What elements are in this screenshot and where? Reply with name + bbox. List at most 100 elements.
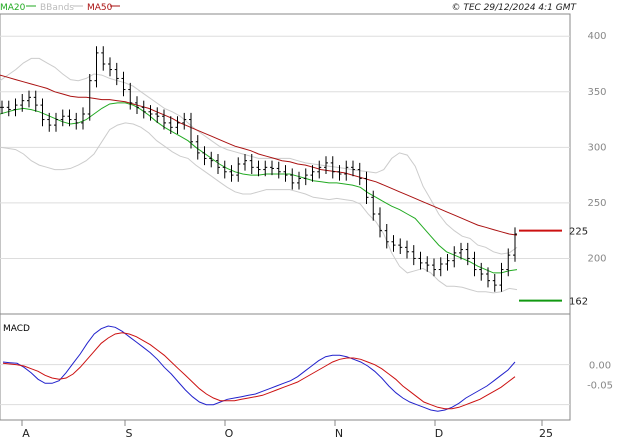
ohlc-bar	[351, 160, 355, 177]
ohlc-bar	[405, 240, 409, 259]
ohlc-bar	[472, 251, 477, 277]
ohlc-bar	[432, 258, 436, 277]
ohlc-bar	[222, 160, 227, 179]
macd-line-signal	[2, 332, 516, 410]
ohlc-bar	[101, 46, 106, 71]
ohlc-bar	[371, 190, 376, 221]
ohlc-bar	[297, 171, 301, 190]
ohlc-bar	[74, 112, 79, 130]
legend-bbands: BBands	[40, 3, 74, 13]
ohlc-bar	[168, 116, 173, 134]
series-line-ma50	[0, 74, 518, 236]
ohlc-bar	[452, 246, 457, 268]
ohlc-bar	[324, 156, 328, 174]
ohlc-bar	[243, 154, 247, 171]
ohlc-bar	[330, 156, 335, 179]
ohlc-bar	[135, 96, 139, 114]
ohlc-bar	[182, 112, 187, 130]
price-grid	[0, 35, 570, 259]
ohlc-bar	[425, 256, 430, 272]
macd-panel-frame	[0, 313, 571, 421]
ohlc-bar	[438, 257, 443, 277]
ohlc-bar	[162, 109, 166, 130]
ohlc-bar	[67, 109, 72, 127]
price-y-tick-label: 350	[587, 87, 606, 98]
price-y-tick-label: 200	[587, 253, 606, 264]
legend-ma50: MA50	[87, 3, 113, 13]
ohlc-bar	[290, 168, 295, 190]
price-y-tick-label: 300	[587, 142, 606, 153]
ohlc-bar	[189, 112, 193, 149]
ohlc-bar	[513, 227, 517, 262]
ohlc-bar	[486, 267, 490, 288]
ohlc-bar	[364, 171, 369, 204]
ohlc-bar	[229, 165, 234, 182]
ohlc-bar	[303, 168, 308, 186]
level-marker-label: 225	[569, 227, 588, 238]
ohlc-bar	[384, 224, 389, 249]
ohlc-bar	[155, 107, 160, 123]
ohlc-bar	[195, 135, 200, 160]
ohlc-bar	[33, 90, 38, 112]
ohlc-bar	[411, 245, 416, 266]
macd-line-macd	[2, 325, 516, 412]
ohlc-bar	[216, 154, 220, 174]
ohlc-bar	[398, 238, 403, 254]
series-line-bbands-upper	[0, 57, 518, 255]
series-line-bbands-lower	[0, 122, 518, 294]
ohlc-bar	[465, 242, 470, 266]
month-ticks: A S O N D 25	[21, 420, 553, 440]
ohlc-bar	[121, 71, 126, 97]
ohlc-bar	[209, 151, 214, 168]
ohlc-bar	[27, 90, 31, 108]
ohlc-bar	[344, 160, 349, 181]
ohlc-bar	[108, 57, 112, 77]
ohlc-bar	[40, 98, 45, 127]
ohlc-bar	[47, 112, 52, 132]
month-label: O	[225, 427, 234, 440]
price-markers: 225 162	[519, 227, 588, 308]
ohlc-bar	[128, 82, 133, 110]
ohlc-bar	[283, 165, 288, 182]
macd-y-tick-label: 0.00	[589, 361, 611, 372]
ohlc-bar	[13, 98, 18, 117]
ohlc-bar	[337, 165, 342, 181]
macd-grid	[0, 364, 570, 406]
ohlc-bar	[357, 162, 362, 186]
series-line-ma20	[0, 102, 518, 274]
month-label: N	[335, 427, 343, 440]
price-y-tick-label: 250	[587, 198, 606, 209]
ohlc-bar	[276, 161, 281, 179]
ohlc-bar	[492, 274, 497, 292]
ohlc-bar	[249, 154, 254, 174]
ohlc-bar	[378, 207, 382, 238]
price-ohlc-bars	[0, 46, 517, 292]
ohlc-bar	[418, 251, 423, 270]
level-marker-label: 162	[569, 297, 588, 308]
ohlc-bar	[506, 248, 511, 277]
month-label: S	[126, 427, 133, 440]
ohlc-bar	[60, 109, 65, 127]
ohlc-bar	[256, 160, 261, 177]
price-y-tick-label: 400	[587, 31, 606, 42]
ohlc-bar	[499, 262, 504, 292]
ohlc-bar	[175, 116, 180, 134]
ohlc-bar	[87, 74, 92, 121]
macd-title: MACD	[3, 324, 30, 334]
ohlc-bar	[54, 112, 58, 132]
ohlc-bar	[114, 62, 119, 86]
copyright: © TEC 29/12/2024 4:1 GMT	[451, 3, 577, 13]
ohlc-bar	[479, 262, 484, 281]
ohlc-bar	[6, 100, 11, 117]
ohlc-bar	[459, 242, 463, 260]
legend-ma20: MA20	[0, 3, 26, 13]
ohlc-bar	[391, 235, 396, 252]
ohlc-bar	[263, 160, 268, 177]
ohlc-bar	[270, 160, 274, 176]
ohlc-bar	[148, 105, 153, 121]
ohlc-bar	[202, 146, 207, 166]
month-label: A	[22, 427, 30, 440]
ohlc-bar	[20, 94, 25, 112]
macd-series	[2, 325, 516, 412]
